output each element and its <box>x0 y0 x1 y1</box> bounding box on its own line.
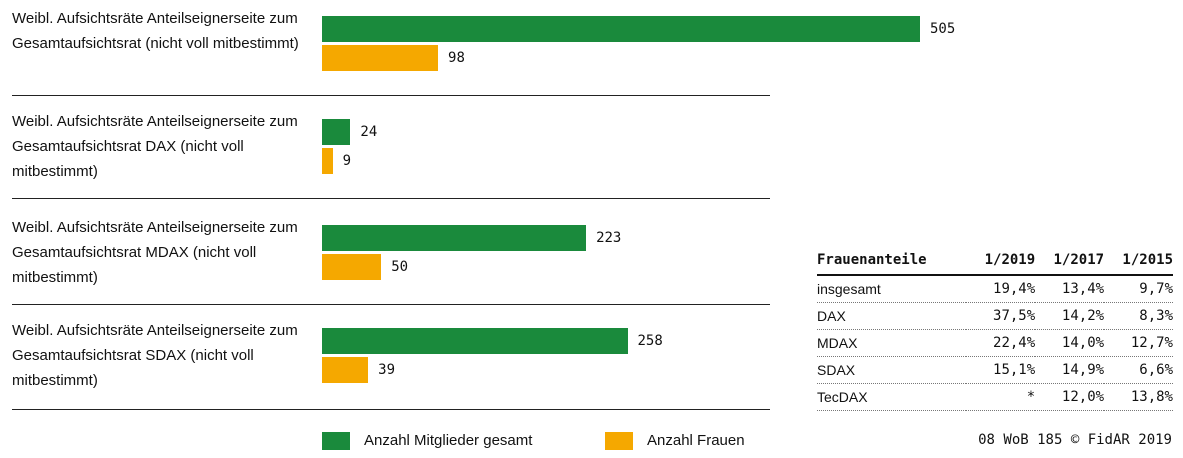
category-label: Weibl. Aufsichtsräte Anteilseignerseite … <box>12 219 298 286</box>
table-cell: 14,9% <box>1035 356 1105 384</box>
value-label: 505 <box>930 21 956 37</box>
bar <box>322 357 369 383</box>
category-label: Weibl. Aufsichtsräte Anteilseignerseite … <box>12 322 298 389</box>
table-row: SDAX 15,1% 14,9% 6,6% <box>817 356 1173 384</box>
table-cell: 37,5% <box>966 302 1036 330</box>
value-label: 24 <box>360 124 378 140</box>
table-cell: MDAX <box>817 329 967 357</box>
table-cell: 14,0% <box>1035 329 1105 357</box>
bar <box>322 225 587 251</box>
separator <box>12 409 770 410</box>
table-cell: 14,2% <box>1035 302 1105 330</box>
bar <box>322 328 628 354</box>
value-label: 9 <box>342 153 352 169</box>
column-header: 1/2017 <box>1035 246 1105 276</box>
table-cell: 12,7% <box>1104 329 1173 357</box>
table-row: DAX 37,5% 14,2% 8,3% <box>817 302 1173 330</box>
legend-label: Anzahl Frauen <box>647 432 745 449</box>
table-cell: 19,4% <box>966 275 1036 303</box>
value-label: 39 <box>378 362 396 378</box>
separator <box>12 198 770 199</box>
share-table: Frauenanteile 1/2019 1/2017 1/2015 insgesamt… <box>817 246 1173 411</box>
table-cell: 13,8% <box>1104 383 1173 411</box>
bar <box>322 148 333 174</box>
table-cell: SDAX <box>817 356 967 384</box>
table-cell: 13,4% <box>1035 275 1105 303</box>
table-row: MDAX 22,4% 14,0% 12,7% <box>817 329 1173 357</box>
column-header: 1/2019 <box>966 246 1036 276</box>
separator <box>12 304 770 305</box>
table-cell: TecDAX <box>817 383 967 411</box>
value-label: 98 <box>448 50 465 66</box>
table-cell: 6,6% <box>1104 356 1173 384</box>
table-header: Frauenanteile 1/2019 1/2017 1/2015 <box>817 246 1173 276</box>
column-header: Frauenanteile <box>817 246 967 276</box>
bar <box>322 119 351 145</box>
table-cell: 15,1% <box>966 356 1036 384</box>
table-cell: DAX <box>817 302 967 330</box>
table-cell: 8,3% <box>1104 302 1173 330</box>
category-label: Weibl. Aufsichtsräte Anteilseignerseite … <box>12 113 298 180</box>
value-label: 258 <box>637 333 663 349</box>
separator <box>12 95 770 96</box>
table-cell: 22,4% <box>966 329 1036 357</box>
legend-swatch <box>605 432 633 450</box>
table-row: insgesamt 19,4% 13,4% 9,7% <box>817 275 1173 303</box>
table-cell: insgesamt <box>817 275 967 303</box>
bar <box>322 16 920 42</box>
table-cell: 9,7% <box>1104 275 1173 303</box>
table-row: TecDAX * 12,0% 13,8% <box>817 383 1173 411</box>
table-cell: 12,0% <box>1035 383 1105 411</box>
value-label: 50 <box>391 259 409 275</box>
legend-label: Anzahl Mitglieder gesamt <box>364 432 533 449</box>
bar <box>322 254 382 280</box>
table-cell: * <box>966 383 1036 411</box>
category-label: Weibl. Aufsichtsräte Anteilseignerseite … <box>12 10 299 52</box>
legend-swatch <box>322 432 350 450</box>
column-header: 1/2015 <box>1104 246 1173 276</box>
value-label: 223 <box>596 230 622 246</box>
source: 08 WoB 185 © FidAR 2019 <box>978 432 1172 448</box>
bar <box>322 45 439 71</box>
